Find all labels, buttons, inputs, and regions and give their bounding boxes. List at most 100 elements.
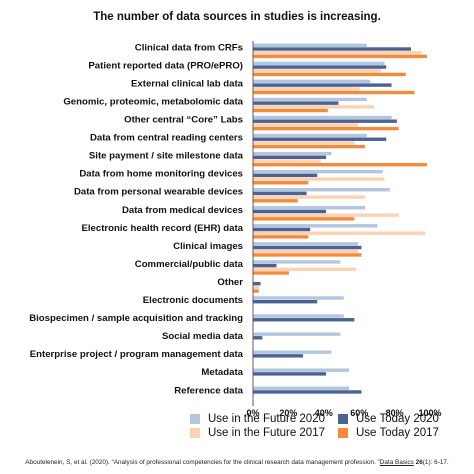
bar (253, 105, 374, 109)
category-label: Electronic health record (EHR) data (81, 223, 243, 234)
bar (253, 69, 381, 73)
bar (253, 224, 378, 228)
legend-label: Use in the Future 2017 (208, 427, 325, 439)
bar (253, 260, 341, 264)
category-label: External clinical lab data (131, 78, 244, 89)
category-label: Commercial/public data (135, 259, 244, 270)
citation-pages: (1): 6-17. (422, 459, 449, 466)
category-label: Other central “Core” Labs (124, 115, 243, 126)
bar (253, 65, 387, 69)
bar (253, 177, 385, 181)
bar (253, 54, 427, 59)
bar (253, 314, 344, 318)
legend: Use in the Future 2020 Use Today 2020 Use … (190, 413, 470, 439)
citation-text: Aboutelenein, S, et al. (2020). “Analysi… (25, 459, 380, 466)
bar (253, 386, 350, 390)
bar (253, 332, 341, 336)
bar (253, 97, 367, 102)
bar (253, 61, 385, 66)
x-tick-label: 20% (279, 408, 297, 418)
legend-swatch (190, 428, 200, 438)
category-label: Clinical images (173, 241, 243, 252)
category-label: Social media data (162, 331, 244, 342)
bar (253, 115, 392, 120)
bar (253, 372, 327, 376)
bar (253, 141, 355, 145)
bar (253, 235, 309, 239)
category-label: Reference data (174, 385, 243, 396)
bar (253, 296, 344, 300)
bar (253, 191, 307, 196)
bar (253, 90, 415, 95)
bar (253, 267, 357, 271)
bar (253, 133, 367, 138)
bar (253, 390, 362, 394)
citation-journal: Data Basics (379, 459, 414, 466)
bar (253, 151, 332, 156)
bar (253, 242, 358, 246)
category-label: Biospecimen / sample acquisition and tra… (29, 313, 243, 324)
category-label: Data from medical devices (122, 205, 243, 216)
category-label: Enterprise project / program management … (30, 349, 244, 360)
bar (253, 199, 298, 203)
bar (253, 209, 327, 214)
x-tick-label: 60% (350, 408, 368, 418)
citation: Aboutelenein, S, et al. (2020). “Analysi… (0, 459, 474, 466)
bar (253, 368, 350, 372)
bar (253, 285, 259, 290)
bar (253, 281, 261, 286)
legend-swatch (338, 428, 348, 438)
bar (253, 336, 263, 340)
bar (253, 213, 399, 217)
bar (253, 119, 397, 123)
bar (253, 289, 259, 293)
bar (253, 169, 383, 174)
bar (253, 144, 366, 149)
bar (253, 126, 399, 131)
bar (253, 217, 355, 221)
legend-item: Use in the Future 2020 (190, 413, 338, 425)
category-label: Data from personal wearable devices (74, 187, 243, 198)
category-label: Metadata (201, 367, 243, 378)
category-label: Electronic documents (143, 295, 243, 306)
bar (253, 155, 327, 159)
bar (253, 245, 362, 250)
bar (253, 181, 309, 185)
bar (253, 249, 358, 253)
x-tick-label: 40% (315, 408, 333, 418)
bar (253, 47, 412, 51)
bar (253, 173, 318, 178)
bar (253, 83, 392, 87)
citation-volume: 26 (415, 459, 423, 466)
bar (253, 163, 427, 167)
x-tick-label: 0% (246, 408, 259, 418)
bar (253, 195, 366, 199)
bar (253, 123, 358, 127)
bar (253, 227, 311, 232)
bar (253, 354, 304, 358)
bar (253, 72, 406, 77)
bar (253, 188, 390, 192)
bar (253, 101, 339, 105)
legend-item: Use in the Future 2017 (190, 427, 338, 439)
bar (253, 51, 422, 55)
bar (253, 108, 328, 113)
x-tick-label: 80% (386, 408, 404, 418)
category-label: Patient reported data (PRO/ePRO) (88, 60, 243, 71)
legend-swatch (190, 414, 200, 424)
bar (253, 79, 371, 84)
category-label: Data from home monitoring devices (79, 169, 243, 180)
bar (253, 271, 289, 275)
bar (253, 350, 332, 354)
bar (253, 87, 360, 91)
legend-swatch (338, 414, 348, 424)
category-label: Clinical data from CRFs (135, 42, 243, 53)
bar (253, 231, 426, 235)
chart-title: The number of data sources in studies is… (93, 11, 381, 23)
legend-label: Use Today 2017 (356, 427, 439, 439)
bar (253, 300, 318, 304)
bar (253, 318, 355, 322)
legend-label: Use Today 2020 (356, 413, 439, 425)
